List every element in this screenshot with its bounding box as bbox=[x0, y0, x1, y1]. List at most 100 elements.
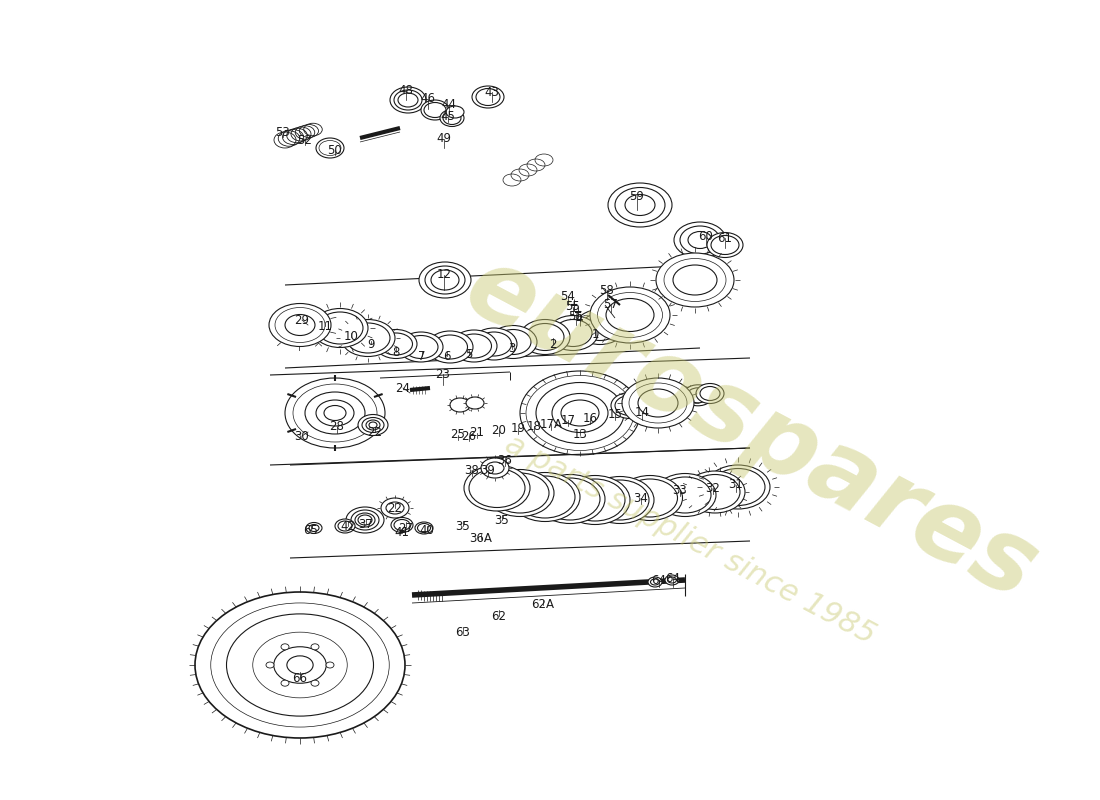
Ellipse shape bbox=[680, 226, 720, 254]
Ellipse shape bbox=[673, 265, 717, 295]
Ellipse shape bbox=[560, 475, 630, 525]
Ellipse shape bbox=[666, 575, 679, 585]
Text: 22: 22 bbox=[387, 502, 403, 514]
Text: 48: 48 bbox=[398, 83, 414, 97]
Ellipse shape bbox=[285, 314, 315, 335]
Ellipse shape bbox=[615, 187, 666, 222]
Ellipse shape bbox=[425, 266, 465, 294]
Ellipse shape bbox=[683, 385, 713, 406]
Ellipse shape bbox=[608, 183, 672, 227]
Text: 52: 52 bbox=[298, 134, 312, 146]
Ellipse shape bbox=[520, 319, 570, 354]
Text: 46: 46 bbox=[420, 93, 436, 106]
Ellipse shape bbox=[421, 100, 449, 120]
Text: 5: 5 bbox=[465, 349, 473, 362]
Ellipse shape bbox=[469, 469, 525, 507]
Ellipse shape bbox=[700, 386, 720, 401]
Ellipse shape bbox=[481, 458, 509, 478]
Ellipse shape bbox=[471, 328, 517, 360]
Text: 66: 66 bbox=[293, 673, 308, 686]
Ellipse shape bbox=[464, 465, 530, 511]
Text: 1: 1 bbox=[592, 329, 598, 342]
Text: 44: 44 bbox=[441, 98, 456, 111]
Text: 20: 20 bbox=[492, 423, 506, 437]
Text: 55: 55 bbox=[565, 301, 581, 314]
Ellipse shape bbox=[312, 309, 368, 347]
Text: 62: 62 bbox=[492, 610, 506, 622]
Ellipse shape bbox=[476, 332, 512, 356]
Text: 50: 50 bbox=[328, 143, 342, 157]
Text: 45: 45 bbox=[441, 110, 455, 123]
Ellipse shape bbox=[486, 470, 554, 517]
Ellipse shape bbox=[386, 502, 404, 514]
Ellipse shape bbox=[311, 680, 319, 686]
Ellipse shape bbox=[670, 390, 694, 406]
Ellipse shape bbox=[355, 513, 375, 527]
Ellipse shape bbox=[491, 473, 549, 513]
Ellipse shape bbox=[390, 87, 426, 113]
Ellipse shape bbox=[375, 330, 417, 358]
Ellipse shape bbox=[706, 465, 770, 509]
Text: 36A: 36A bbox=[470, 533, 493, 546]
Ellipse shape bbox=[451, 330, 497, 362]
Ellipse shape bbox=[432, 335, 468, 359]
Text: 32: 32 bbox=[705, 482, 720, 494]
Ellipse shape bbox=[581, 314, 619, 341]
Ellipse shape bbox=[415, 522, 433, 534]
Ellipse shape bbox=[650, 579, 660, 585]
Ellipse shape bbox=[431, 270, 459, 290]
Ellipse shape bbox=[615, 395, 645, 415]
Text: 65: 65 bbox=[304, 523, 318, 537]
Ellipse shape bbox=[659, 477, 711, 513]
Ellipse shape bbox=[280, 680, 289, 686]
Ellipse shape bbox=[211, 603, 389, 727]
Ellipse shape bbox=[351, 510, 380, 530]
Text: 22: 22 bbox=[367, 426, 383, 438]
Ellipse shape bbox=[656, 253, 734, 307]
Ellipse shape bbox=[466, 397, 484, 409]
Ellipse shape bbox=[418, 523, 430, 533]
Ellipse shape bbox=[476, 89, 501, 106]
Text: 16: 16 bbox=[583, 411, 597, 425]
Ellipse shape bbox=[285, 378, 385, 448]
Text: 26: 26 bbox=[462, 430, 476, 442]
Ellipse shape bbox=[446, 106, 464, 118]
Text: 38: 38 bbox=[464, 465, 480, 478]
Text: a parts supplier since 1985: a parts supplier since 1985 bbox=[499, 430, 880, 650]
Ellipse shape bbox=[638, 389, 678, 417]
Ellipse shape bbox=[575, 310, 625, 345]
Text: 53: 53 bbox=[276, 126, 290, 138]
Text: 42: 42 bbox=[341, 519, 355, 533]
Ellipse shape bbox=[561, 400, 600, 426]
Ellipse shape bbox=[305, 392, 365, 434]
Text: 64: 64 bbox=[666, 573, 681, 586]
Text: 56: 56 bbox=[569, 310, 583, 323]
Ellipse shape bbox=[381, 498, 409, 518]
Ellipse shape bbox=[404, 335, 438, 358]
Ellipse shape bbox=[472, 86, 504, 108]
Ellipse shape bbox=[336, 519, 355, 533]
Ellipse shape bbox=[666, 386, 698, 409]
Ellipse shape bbox=[629, 383, 688, 423]
Ellipse shape bbox=[688, 231, 712, 249]
Text: 19: 19 bbox=[510, 422, 526, 434]
Ellipse shape bbox=[358, 414, 388, 435]
Ellipse shape bbox=[443, 111, 461, 125]
Text: 37: 37 bbox=[359, 518, 373, 530]
Ellipse shape bbox=[306, 522, 322, 534]
Text: 25: 25 bbox=[451, 429, 465, 442]
Ellipse shape bbox=[652, 391, 678, 410]
Ellipse shape bbox=[456, 334, 492, 358]
Text: 35: 35 bbox=[455, 519, 471, 533]
Text: 6: 6 bbox=[443, 350, 451, 362]
Ellipse shape bbox=[341, 319, 395, 357]
Text: 2: 2 bbox=[549, 338, 557, 350]
Ellipse shape bbox=[287, 656, 314, 674]
Ellipse shape bbox=[668, 577, 676, 583]
Text: 63: 63 bbox=[455, 626, 471, 639]
Text: 29: 29 bbox=[295, 314, 309, 326]
Ellipse shape bbox=[390, 518, 412, 533]
Ellipse shape bbox=[427, 331, 473, 363]
Ellipse shape bbox=[535, 474, 605, 523]
Ellipse shape bbox=[253, 632, 348, 698]
